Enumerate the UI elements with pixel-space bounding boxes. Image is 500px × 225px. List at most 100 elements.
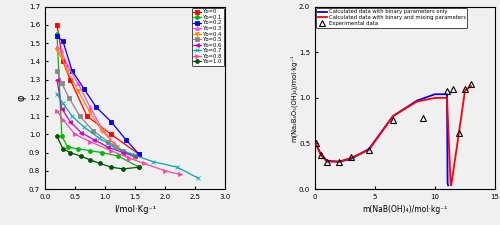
Yb=1.0 (87, 158, 93, 161)
Calculated data with binary and mixing parameters (448, 184, 454, 187)
Yb=0.7 (111, 146, 117, 148)
Calculated data with binary and mixing parameters (336, 160, 342, 163)
X-axis label: I/mol·Kg⁻¹: I/mol·Kg⁻¹ (114, 205, 156, 214)
Yb=0.3 (75, 82, 81, 85)
Calculated data with binary parameters only (336, 160, 342, 163)
Yb=0.6 (78, 131, 84, 134)
Yb=0.2 (93, 106, 99, 108)
Yb=1.0 (67, 151, 73, 154)
Yb=0.5 (120, 149, 126, 152)
Yb=1.0 (108, 166, 114, 169)
Calculated data with binary and mixing parameters (456, 131, 462, 134)
Legend: Calculated data with binary parameters only, Calculated data with binary and mix: Calculated data with binary parameters o… (316, 8, 468, 27)
Yb=0.2 (69, 69, 75, 72)
Calculated data with binary parameters only (442, 93, 448, 96)
Yb=0.3 (58, 49, 64, 52)
Yb=1.0 (54, 135, 60, 137)
Yb=0.4 (132, 157, 138, 159)
Yb=0.6 (105, 146, 111, 148)
Yb=0.5 (105, 140, 111, 143)
Legend: Yb=0, Yb=0.1, Yb=0.2, Yb=0.3, Yb=0.4, Yb=0.5, Yb=0.6, Yb=0.7, Yb=0.8, Yb=1.0: Yb=0, Yb=0.1, Yb=0.2, Yb=0.3, Yb=0.4, Yb… (192, 8, 224, 66)
Line: Yb=0.3: Yb=0.3 (55, 45, 130, 160)
Yb=0.5 (132, 155, 138, 157)
Yb=0.2 (81, 87, 87, 90)
Yb=0.2 (54, 35, 60, 37)
Yb=0.6 (67, 120, 73, 123)
Calculated data with binary parameters only (444, 182, 450, 185)
Line: Yb=0.5: Yb=0.5 (55, 69, 137, 158)
Yb=1.0 (60, 148, 66, 150)
Yb=0.3 (125, 157, 131, 159)
Yb=0.1 (87, 149, 93, 152)
Yb=0.7 (60, 102, 66, 105)
Yb=0 (108, 133, 114, 136)
Calculated data with binary and mixing parameters (444, 97, 450, 99)
Line: Yb=1.0: Yb=1.0 (55, 134, 141, 171)
Yb=0.3 (64, 64, 70, 66)
Yb=0.1 (99, 151, 105, 154)
Line: Calculated data with binary parameters only: Calculated data with binary parameters o… (316, 94, 448, 185)
Experimental data (456, 131, 462, 134)
Experimental data (348, 156, 354, 158)
Calculated data with binary and mixing parameters (318, 154, 324, 157)
Yb=0.1 (75, 148, 81, 150)
Calculated data with binary parameters only (432, 93, 438, 96)
Yb=0.6 (120, 151, 126, 154)
Calculated data with binary parameters only (445, 184, 451, 187)
Calculated data with binary and mixing parameters (448, 182, 454, 185)
Calculated data with binary parameters only (324, 159, 330, 162)
Yb=0.4 (99, 129, 105, 132)
Calculated data with binary parameters only (366, 148, 372, 150)
Yb=1.0 (97, 162, 103, 165)
Line: Yb=0: Yb=0 (55, 23, 141, 156)
Yb=0 (67, 78, 73, 81)
Yb=0.5 (59, 82, 65, 85)
Yb=0 (60, 60, 66, 63)
Yb=0 (136, 153, 142, 156)
Yb=1.0 (120, 168, 126, 170)
Yb=0.5 (90, 129, 96, 132)
Line: Yb=0.7: Yb=0.7 (55, 92, 200, 180)
Calculated data with binary and mixing parameters (324, 160, 330, 163)
Yb=0.3 (54, 45, 60, 48)
Calculated data with binary and mixing parameters (432, 97, 438, 99)
Yb=0.6 (59, 108, 65, 110)
Calculated data with binary and mixing parameters (366, 148, 372, 151)
Yb=0.8 (108, 149, 114, 152)
Yb=0.8 (126, 157, 132, 159)
Yb=0.8 (162, 169, 168, 172)
Yb=0.6 (54, 78, 60, 81)
Yb=0.4 (114, 146, 120, 148)
Yb=0.7 (69, 115, 75, 117)
Yb=0.1 (54, 33, 60, 35)
Y-axis label: m(Na₂B₄O₅(OH)₄)/mol·kg⁻¹: m(Na₂B₄O₅(OH)₄)/mol·kg⁻¹ (290, 54, 298, 142)
Experimental data (312, 142, 318, 145)
Calculated data with binary and mixing parameters (348, 157, 354, 159)
Yb=0.1 (136, 166, 142, 169)
Yb=0.8 (177, 173, 183, 176)
Experimental data (420, 117, 426, 119)
Experimental data (444, 90, 450, 93)
Yb=0.6 (91, 138, 97, 141)
Yb=0.8 (72, 133, 78, 136)
Yb=0.7 (174, 166, 180, 169)
Line: Yb=0.8: Yb=0.8 (55, 109, 182, 176)
Yb=0.5 (77, 115, 83, 117)
Yb=0.8 (60, 118, 66, 121)
Experimental data (450, 87, 456, 90)
Yb=0.7 (129, 153, 135, 156)
Calculated data with binary parameters only (444, 93, 450, 96)
Yb=0.7 (81, 126, 87, 128)
Yb=0.1 (65, 146, 71, 148)
Line: Yb=0.1: Yb=0.1 (55, 32, 141, 169)
Yb=0.7 (195, 177, 201, 179)
Yb=1.0 (78, 155, 84, 157)
Yb=0.7 (96, 137, 102, 139)
Calculated data with binary parameters only (318, 153, 324, 156)
Yb=0.6 (132, 155, 138, 157)
Experimental data (468, 83, 474, 86)
Yb=0.7 (150, 160, 156, 163)
Yb=0.3 (111, 142, 117, 145)
Calculated data with binary parameters only (312, 142, 318, 145)
Line: Yb=0.2: Yb=0.2 (55, 34, 141, 156)
